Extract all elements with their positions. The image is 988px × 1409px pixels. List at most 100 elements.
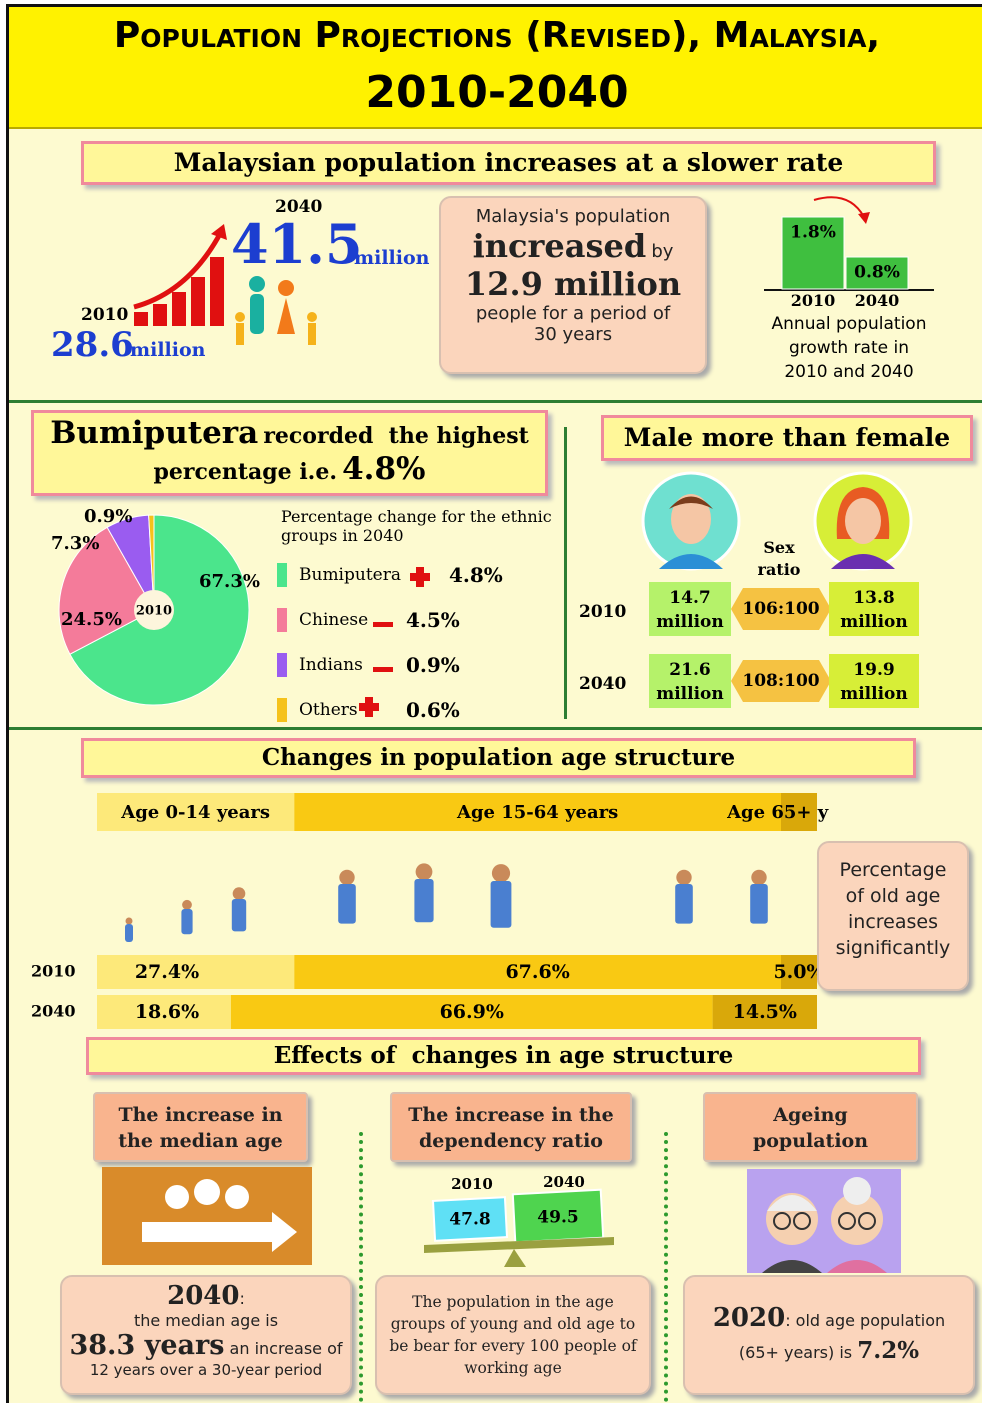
legend-swatch — [277, 608, 287, 632]
year: 2040 — [31, 1002, 76, 1021]
value: 7.2% — [857, 1337, 919, 1364]
heading-text: Effects of changes in age structure — [274, 1042, 734, 1069]
effect-title: Ageing population — [703, 1092, 918, 1162]
section-heading: Effects of changes in age structure — [86, 1037, 921, 1075]
text: an increase of — [230, 1339, 343, 1358]
ratio-value: 49.5 — [537, 1208, 578, 1228]
pie-center-label: 2010 — [136, 604, 172, 619]
text: The increase in the — [392, 1102, 630, 1128]
unit: million — [829, 682, 919, 706]
header: Population Projections (Revised), Malays… — [9, 7, 982, 129]
text: : old age population — [785, 1311, 945, 1330]
text: growth rate in — [754, 336, 944, 360]
infographic: Population Projections (Revised), Malays… — [6, 4, 982, 1403]
effect-box: The population in the age groups of youn… — [375, 1275, 651, 1395]
heading-text: percentage i.e. — [154, 459, 338, 485]
text: by — [651, 241, 673, 262]
figure-body — [125, 924, 133, 942]
text: working age — [377, 1357, 649, 1379]
text: groups of young and old age to — [377, 1313, 649, 1335]
population-2010: 28.6 — [51, 325, 134, 365]
median-icon — [102, 1167, 312, 1265]
bar-label: 1.8% — [790, 223, 836, 243]
legend-title: Percentage change for the ethnic groups … — [281, 507, 556, 545]
text: be bear for every 100 people of — [377, 1335, 649, 1357]
heading-big: Bumiputera — [50, 415, 258, 451]
figure-head — [182, 900, 192, 910]
effect-box: 2040: the median age is 38.3 years an in… — [60, 1275, 352, 1395]
figure-body — [338, 884, 356, 924]
text: The population in the age — [377, 1291, 649, 1313]
growth-icon — [129, 222, 349, 362]
minus-icon — [373, 667, 393, 672]
legend-swatch — [277, 698, 287, 722]
age-bar-label: 18.6% — [135, 1001, 199, 1023]
divider — [9, 400, 982, 403]
figure-head — [492, 864, 510, 882]
text: (65+ years) is 7.2% — [685, 1336, 973, 1368]
figure-head — [676, 870, 691, 885]
text: dependency ratio — [392, 1128, 630, 1154]
year: 2010 — [579, 602, 626, 622]
text: 2020: old age population — [685, 1303, 973, 1336]
legend-value: 0.9% — [406, 653, 460, 677]
unit: million — [829, 610, 919, 634]
year: 2040 — [167, 1281, 239, 1311]
dependency-scale: 2010 2040 47.8 49.5 — [414, 1167, 624, 1272]
plus-icon — [410, 567, 430, 587]
year: 2040 — [543, 1173, 585, 1191]
legend-value: 4.8% — [449, 563, 503, 587]
year: 2010 — [451, 1175, 493, 1193]
male-cell: 14.7million — [649, 582, 731, 636]
figure-body — [414, 879, 433, 922]
age-chart: Age 0-14 yearsAge 15-64 yearsAge 65+ yea… — [29, 789, 829, 1034]
figure-body — [232, 899, 246, 931]
rate-caption: Annual population growth rate in 2010 an… — [754, 312, 944, 384]
unit: million — [649, 610, 731, 634]
title-year: 2010-2040 — [9, 67, 982, 118]
text: Malaysia's population — [441, 206, 705, 227]
figure-body — [491, 881, 512, 928]
text: 30 years — [441, 324, 705, 345]
legend-value: 4.5% — [406, 608, 460, 632]
dotted-divider — [359, 1132, 363, 1402]
ratio-cell: 106:100 — [731, 588, 831, 630]
age-bar-label: 14.5% — [733, 1001, 797, 1023]
text: Percentage — [819, 857, 967, 883]
x-tick-label: 2010 — [782, 291, 844, 310]
text: increases — [819, 909, 967, 935]
value: 21.6 — [649, 658, 731, 682]
figure-head — [233, 887, 246, 900]
legend-swatch — [277, 653, 287, 677]
figure-head — [126, 918, 133, 925]
figure-body — [750, 884, 768, 924]
heading-text: Malaysian population increases at a slow… — [174, 148, 844, 177]
figure-body — [181, 909, 192, 934]
text: of old age — [819, 883, 967, 909]
text: population — [705, 1128, 916, 1154]
text: 2010 and 2040 — [754, 360, 944, 384]
unit: million — [649, 682, 731, 706]
figure-head — [416, 863, 433, 880]
ratio-cell: 108:100 — [731, 660, 831, 702]
text: the median age is — [62, 1311, 350, 1330]
legend-label: Indians — [299, 655, 363, 675]
minus-icon — [373, 622, 393, 627]
heading-text: Changes in population age structure — [262, 744, 735, 771]
ratio-label: Sex ratio — [744, 537, 814, 581]
text: Ageing — [705, 1102, 916, 1128]
text: (65+ years) is — [739, 1343, 852, 1362]
sex-table: 201014.7million106:10013.8million204021.… — [579, 582, 979, 722]
heading-line: Bumiputera recorded the highest — [34, 415, 545, 451]
female-cell: 19.9million — [829, 654, 919, 708]
text: 12 years over a 30-year period — [62, 1361, 350, 1379]
text: 2040: — [62, 1281, 350, 1311]
legend-label: Chinese — [299, 610, 368, 630]
page: Population Projections (Revised), Malays… — [0, 0, 988, 1409]
heading-text: recorded the highest — [263, 423, 528, 449]
section-heading: Male more than female — [601, 415, 973, 461]
year: 2020 — [713, 1303, 785, 1333]
figure-head — [339, 870, 354, 885]
age-bar-label: 27.4% — [135, 961, 199, 983]
